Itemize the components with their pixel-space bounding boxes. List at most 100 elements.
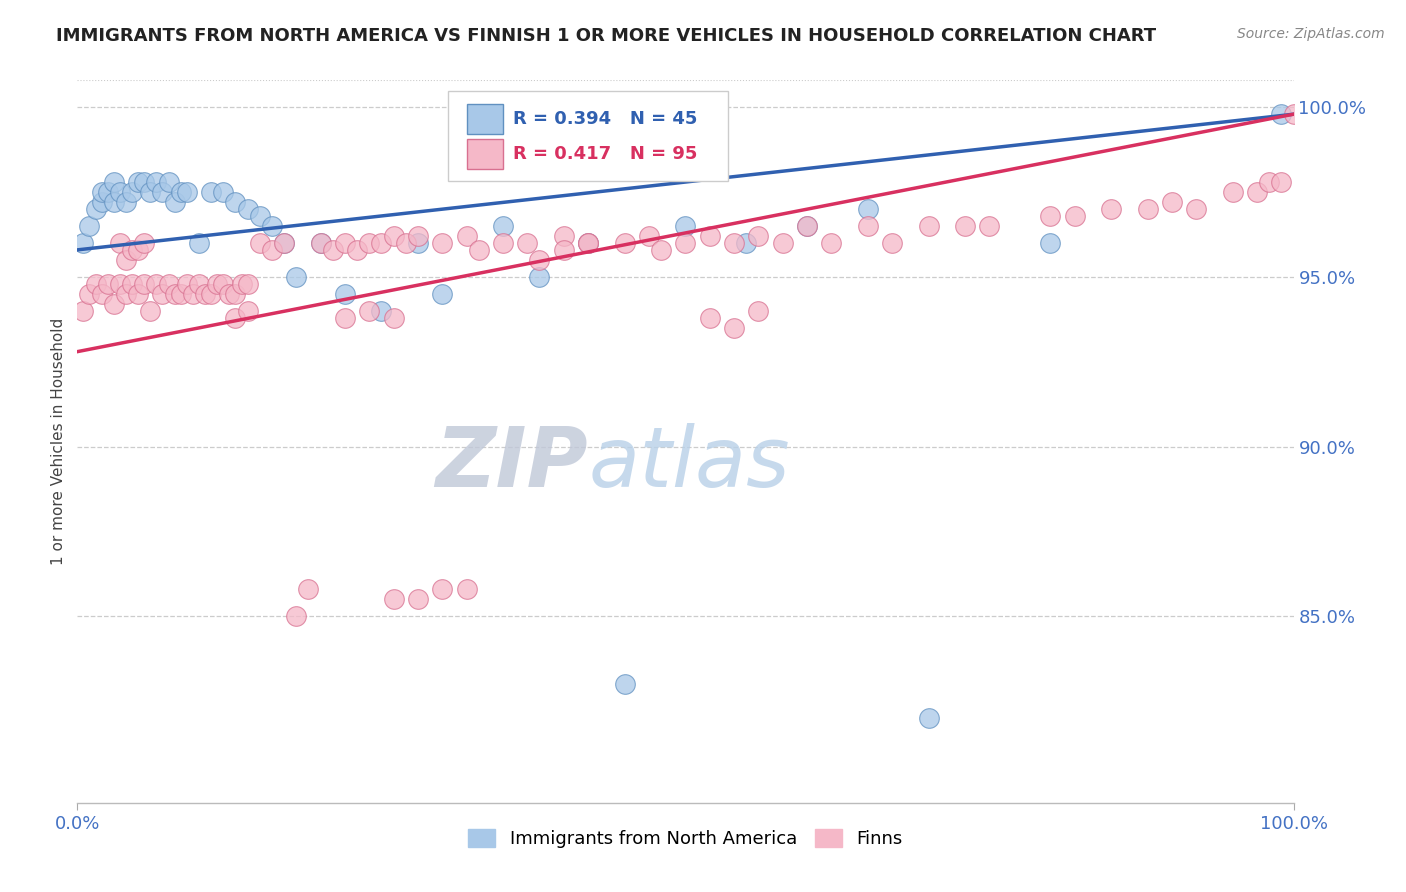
Point: [170, 185, 193, 199]
Point: [359, 236, 381, 251]
FancyBboxPatch shape: [467, 104, 503, 135]
Text: ZIP: ZIP: [436, 423, 588, 504]
Point: [152, 185, 174, 199]
Point: [553, 229, 575, 244]
Point: [723, 236, 745, 251]
Point: [430, 287, 453, 301]
Point: [200, 185, 222, 199]
Point: [108, 185, 131, 199]
Point: [675, 219, 697, 234]
Text: IMMIGRANTS FROM NORTH AMERICA VS FINNISH 1 OR MORE VEHICLES IN HOUSEHOLD CORRELA: IMMIGRANTS FROM NORTH AMERICA VS FINNISH…: [56, 27, 1156, 45]
Point: [285, 609, 308, 624]
Point: [79, 287, 101, 301]
Point: [1282, 107, 1305, 121]
Point: [1258, 175, 1281, 189]
Point: [613, 236, 636, 251]
Point: [333, 287, 356, 301]
Point: [370, 304, 392, 318]
Point: [231, 277, 253, 291]
FancyBboxPatch shape: [467, 139, 503, 169]
Point: [576, 236, 599, 251]
Point: [134, 277, 156, 291]
Y-axis label: 1 or more Vehicles in Household: 1 or more Vehicles in Household: [51, 318, 66, 566]
Point: [212, 185, 235, 199]
Point: [90, 287, 112, 301]
Point: [576, 236, 599, 251]
Point: [139, 304, 162, 318]
Point: [856, 219, 879, 234]
Point: [79, 219, 101, 234]
Text: R = 0.394   N = 45: R = 0.394 N = 45: [513, 111, 697, 128]
Point: [260, 243, 283, 257]
Point: [90, 185, 112, 199]
Point: [492, 219, 515, 234]
Point: [333, 236, 356, 251]
Text: Source: ZipAtlas.com: Source: ZipAtlas.com: [1237, 27, 1385, 41]
Point: [333, 310, 356, 325]
Point: [430, 582, 453, 596]
Point: [395, 236, 418, 251]
Point: [529, 253, 551, 268]
Point: [249, 236, 271, 251]
Point: [163, 195, 186, 210]
Point: [152, 287, 174, 301]
Point: [516, 236, 538, 251]
Point: [1099, 202, 1122, 217]
Point: [285, 270, 308, 285]
Point: [181, 287, 204, 301]
Point: [188, 236, 211, 251]
Point: [796, 219, 818, 234]
Point: [772, 236, 794, 251]
Point: [370, 236, 392, 251]
Point: [856, 202, 879, 217]
Point: [157, 277, 180, 291]
Point: [84, 277, 107, 291]
Point: [406, 229, 429, 244]
Point: [188, 277, 211, 291]
Point: [84, 202, 107, 217]
Point: [260, 219, 283, 234]
Point: [127, 175, 149, 189]
Point: [1039, 236, 1062, 251]
Point: [1270, 107, 1292, 121]
Point: [127, 287, 149, 301]
Point: [953, 219, 976, 234]
Point: [200, 287, 222, 301]
Point: [121, 243, 143, 257]
Point: [1270, 175, 1292, 189]
Point: [115, 195, 138, 210]
Point: [406, 592, 429, 607]
Point: [456, 582, 478, 596]
Point: [699, 229, 721, 244]
Legend: Immigrants from North America, Finns: Immigrants from North America, Finns: [461, 822, 910, 855]
Point: [103, 175, 125, 189]
Point: [1063, 209, 1085, 223]
Point: [638, 229, 661, 244]
Point: [650, 243, 672, 257]
Point: [1161, 195, 1184, 210]
Point: [322, 243, 344, 257]
Point: [236, 277, 259, 291]
Point: [163, 287, 186, 301]
Point: [382, 310, 405, 325]
Point: [176, 185, 198, 199]
Point: [170, 287, 193, 301]
Point: [492, 236, 515, 251]
Point: [108, 277, 131, 291]
Point: [456, 229, 478, 244]
Point: [309, 236, 332, 251]
Text: atlas: atlas: [588, 423, 790, 504]
Point: [529, 270, 551, 285]
Point: [979, 219, 1001, 234]
Point: [176, 277, 198, 291]
Point: [212, 277, 235, 291]
Point: [1222, 185, 1244, 199]
Point: [1136, 202, 1159, 217]
Point: [796, 219, 818, 234]
Point: [820, 236, 842, 251]
Point: [121, 277, 143, 291]
Point: [273, 236, 295, 251]
Point: [121, 185, 143, 199]
Point: [139, 185, 162, 199]
Point: [882, 236, 904, 251]
